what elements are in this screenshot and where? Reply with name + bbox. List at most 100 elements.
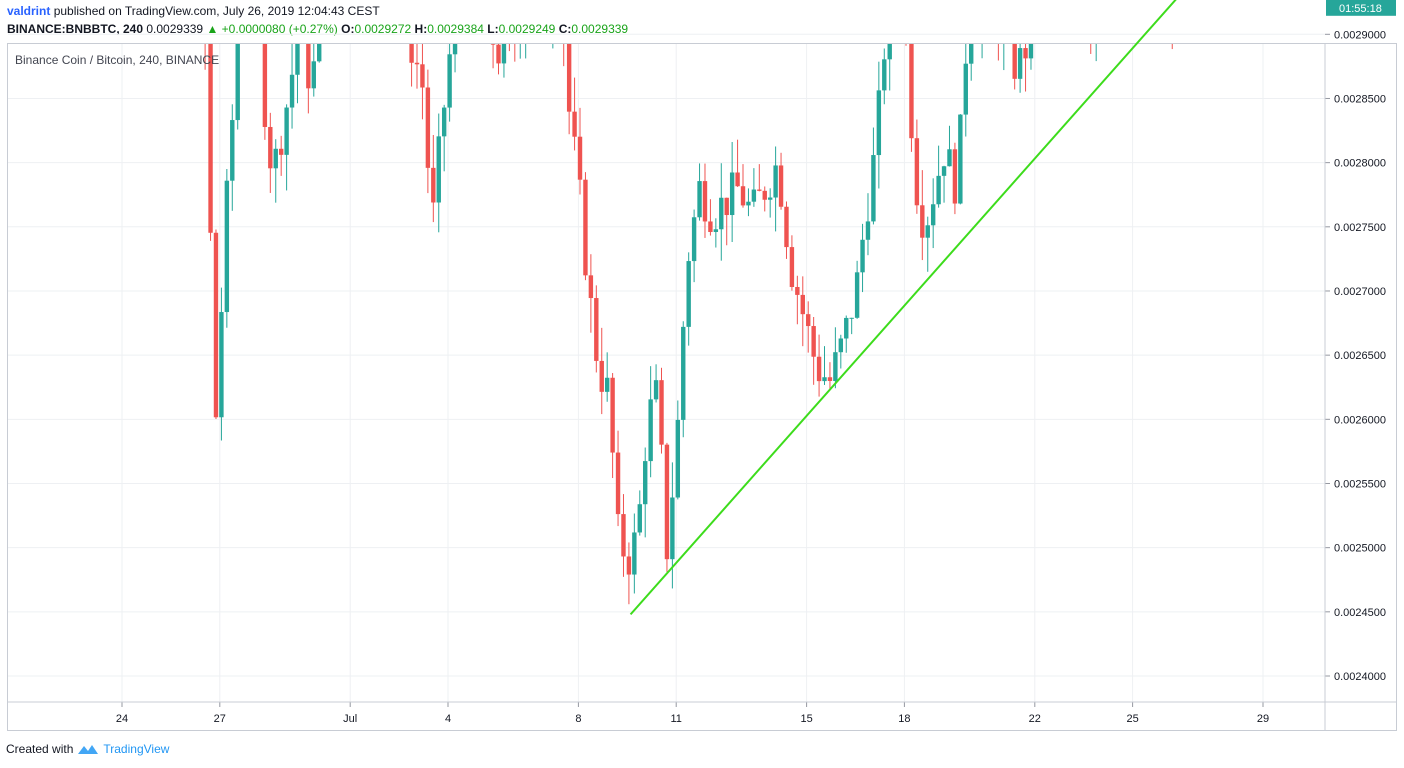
candle-up xyxy=(301,34,305,42)
candle-down xyxy=(1159,0,1163,2)
candle-up xyxy=(328,0,332,2)
footer: Created with TradingView xyxy=(6,742,169,756)
candle-up xyxy=(1154,0,1158,9)
candle-up xyxy=(729,172,735,216)
candle-down xyxy=(806,314,811,327)
candle-up xyxy=(947,149,952,167)
candle-down xyxy=(784,206,789,248)
x-tick-label: 29 xyxy=(1257,713,1269,725)
candle-down xyxy=(577,136,583,180)
candle-down xyxy=(208,44,213,233)
chart-frame xyxy=(7,43,1397,731)
candle-up xyxy=(235,44,240,121)
candle-down xyxy=(306,44,311,89)
candle-down xyxy=(789,247,795,287)
created-with-text: Created with xyxy=(6,742,74,756)
candle-up xyxy=(925,225,930,238)
candle-up xyxy=(295,44,300,75)
candle-down xyxy=(420,64,425,88)
candle-up xyxy=(604,377,610,392)
candle-down xyxy=(399,0,403,8)
candle-up xyxy=(963,63,968,115)
candle-up xyxy=(523,17,527,40)
candle-up xyxy=(844,317,849,339)
candle-up xyxy=(1094,0,1098,36)
open-label: O: xyxy=(341,22,355,36)
candle-up xyxy=(1002,0,1006,42)
tradingview-logo-icon xyxy=(78,745,99,754)
candle-up xyxy=(686,261,691,327)
up-arrow-icon: ▲ xyxy=(206,22,219,36)
close-label: C: xyxy=(558,22,572,36)
candle-down xyxy=(566,44,572,112)
candle-down xyxy=(507,38,511,39)
candle-up xyxy=(1175,0,1179,14)
candle-down xyxy=(1012,44,1017,79)
candle-up xyxy=(556,0,560,6)
publisher-name[interactable]: valdrint xyxy=(7,4,51,18)
candle-up xyxy=(653,380,659,400)
candle-down xyxy=(659,380,664,445)
x-tick-label: 18 xyxy=(898,713,910,725)
candle-up xyxy=(637,504,642,533)
candle-up xyxy=(675,419,681,498)
chart-legend: Binance Coin / Bitcoin, 240, BINANCE xyxy=(15,53,220,67)
candle-down xyxy=(664,444,670,560)
last-value: 0.0029339 xyxy=(146,22,204,36)
publish-info: valdrint published on TradingView.com, J… xyxy=(7,4,380,18)
candle-down xyxy=(414,62,420,65)
candle-up xyxy=(317,44,322,62)
candle-up xyxy=(289,74,295,108)
candle-down xyxy=(594,298,599,361)
y-tick-label: 0.0025000 xyxy=(1334,543,1386,555)
candle-up xyxy=(980,12,984,33)
candle-up xyxy=(670,497,675,560)
y-tick-label: 0.0024000 xyxy=(1334,671,1386,683)
candle-down xyxy=(1121,2,1125,22)
candle-up xyxy=(1165,0,1169,2)
candle-down xyxy=(778,165,784,207)
candle-down xyxy=(904,0,908,23)
candle-down xyxy=(278,148,284,155)
tradingview-brand[interactable]: TradingView xyxy=(103,742,170,756)
candle-up xyxy=(681,326,686,420)
candle-up xyxy=(713,229,719,232)
candle-down xyxy=(816,356,822,382)
candle-up xyxy=(224,180,230,313)
candle-down xyxy=(572,111,577,137)
candle-up xyxy=(643,461,648,505)
candle-down xyxy=(1023,48,1028,59)
candle-up xyxy=(930,204,936,226)
candle-up xyxy=(985,11,989,12)
candle-up xyxy=(273,148,278,169)
candle-down xyxy=(404,8,408,20)
candle-up xyxy=(219,312,224,418)
candles-group xyxy=(204,0,1179,605)
candle-up xyxy=(241,0,245,7)
candle-up xyxy=(632,532,637,575)
candle-down xyxy=(1148,0,1152,9)
y-tick-label: 0.0026500 xyxy=(1334,350,1386,362)
candle-up xyxy=(501,44,507,64)
candle-up xyxy=(854,272,860,318)
candle-down xyxy=(610,377,615,453)
candle-up xyxy=(691,217,697,262)
candle-down xyxy=(811,326,816,357)
candle-down xyxy=(431,167,436,203)
candle-down xyxy=(827,377,833,381)
x-tick-label: 15 xyxy=(800,713,812,725)
candle-down xyxy=(740,186,746,206)
y-tick-label: 0.0029000 xyxy=(1334,29,1386,41)
candle-up xyxy=(865,221,871,240)
candle-down xyxy=(513,39,517,42)
y-tick-label: 0.0024500 xyxy=(1334,607,1386,619)
candle-up xyxy=(1127,0,1131,21)
y-tick-label: 0.0027000 xyxy=(1334,286,1386,298)
candle-down xyxy=(762,190,767,200)
candle-up xyxy=(833,352,838,381)
candle-up xyxy=(1017,48,1023,79)
candle-up xyxy=(773,165,778,198)
candle-down xyxy=(952,149,958,204)
candle-up xyxy=(887,44,892,60)
